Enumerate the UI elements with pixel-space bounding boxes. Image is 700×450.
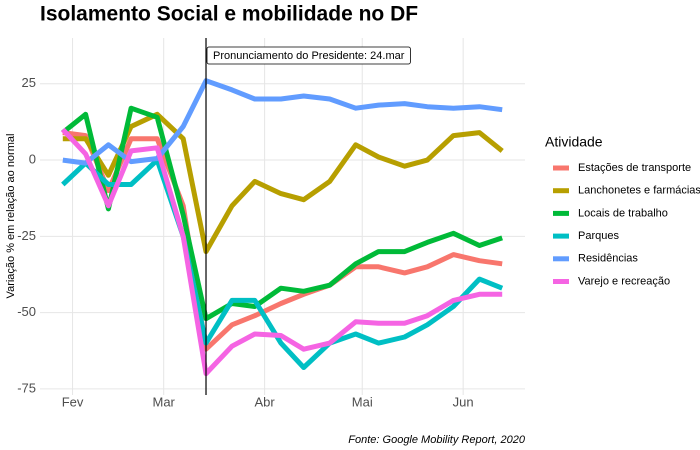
y-tick-label: 0 bbox=[29, 151, 36, 166]
caption: Fonte: Google Mobility Report, 2020 bbox=[348, 434, 526, 446]
x-tick-label: Abr bbox=[254, 394, 275, 409]
annotation-box bbox=[206, 46, 411, 65]
series-line bbox=[61, 105, 503, 322]
legend-label: Residências bbox=[578, 253, 638, 265]
legend-label: Parques bbox=[578, 230, 619, 242]
legend-title: Atividade bbox=[545, 134, 603, 150]
annotation-label: Pronunciamento do Presidente: 24.mar bbox=[213, 50, 405, 62]
y-axis-label: Variação % em relação ao normal bbox=[5, 134, 17, 299]
x-tick-label: Jun bbox=[453, 394, 474, 409]
y-tick-label: -75 bbox=[17, 380, 36, 395]
series-line bbox=[62, 130, 503, 352]
y-tick-label: 25 bbox=[22, 75, 36, 90]
legend-label: Estações de transporte bbox=[578, 162, 691, 174]
series-line bbox=[62, 111, 504, 255]
legend-label: Varejo e recreação bbox=[578, 275, 670, 287]
x-tick-label: Mai bbox=[352, 394, 373, 409]
series-line bbox=[62, 78, 503, 166]
chart-title: Isolamento Social e mobilidade no DF bbox=[40, 3, 418, 26]
y-tick-label: -25 bbox=[17, 228, 36, 243]
series-line bbox=[61, 157, 504, 370]
legend-label: Locais de trabalho bbox=[578, 207, 668, 219]
x-tick-label: Fev bbox=[62, 394, 84, 409]
x-tick-label: Mar bbox=[152, 394, 175, 409]
series-line bbox=[60, 127, 503, 377]
legend-label: Lanchonetes e farmácias bbox=[578, 185, 700, 197]
y-tick-label: -50 bbox=[17, 304, 36, 319]
